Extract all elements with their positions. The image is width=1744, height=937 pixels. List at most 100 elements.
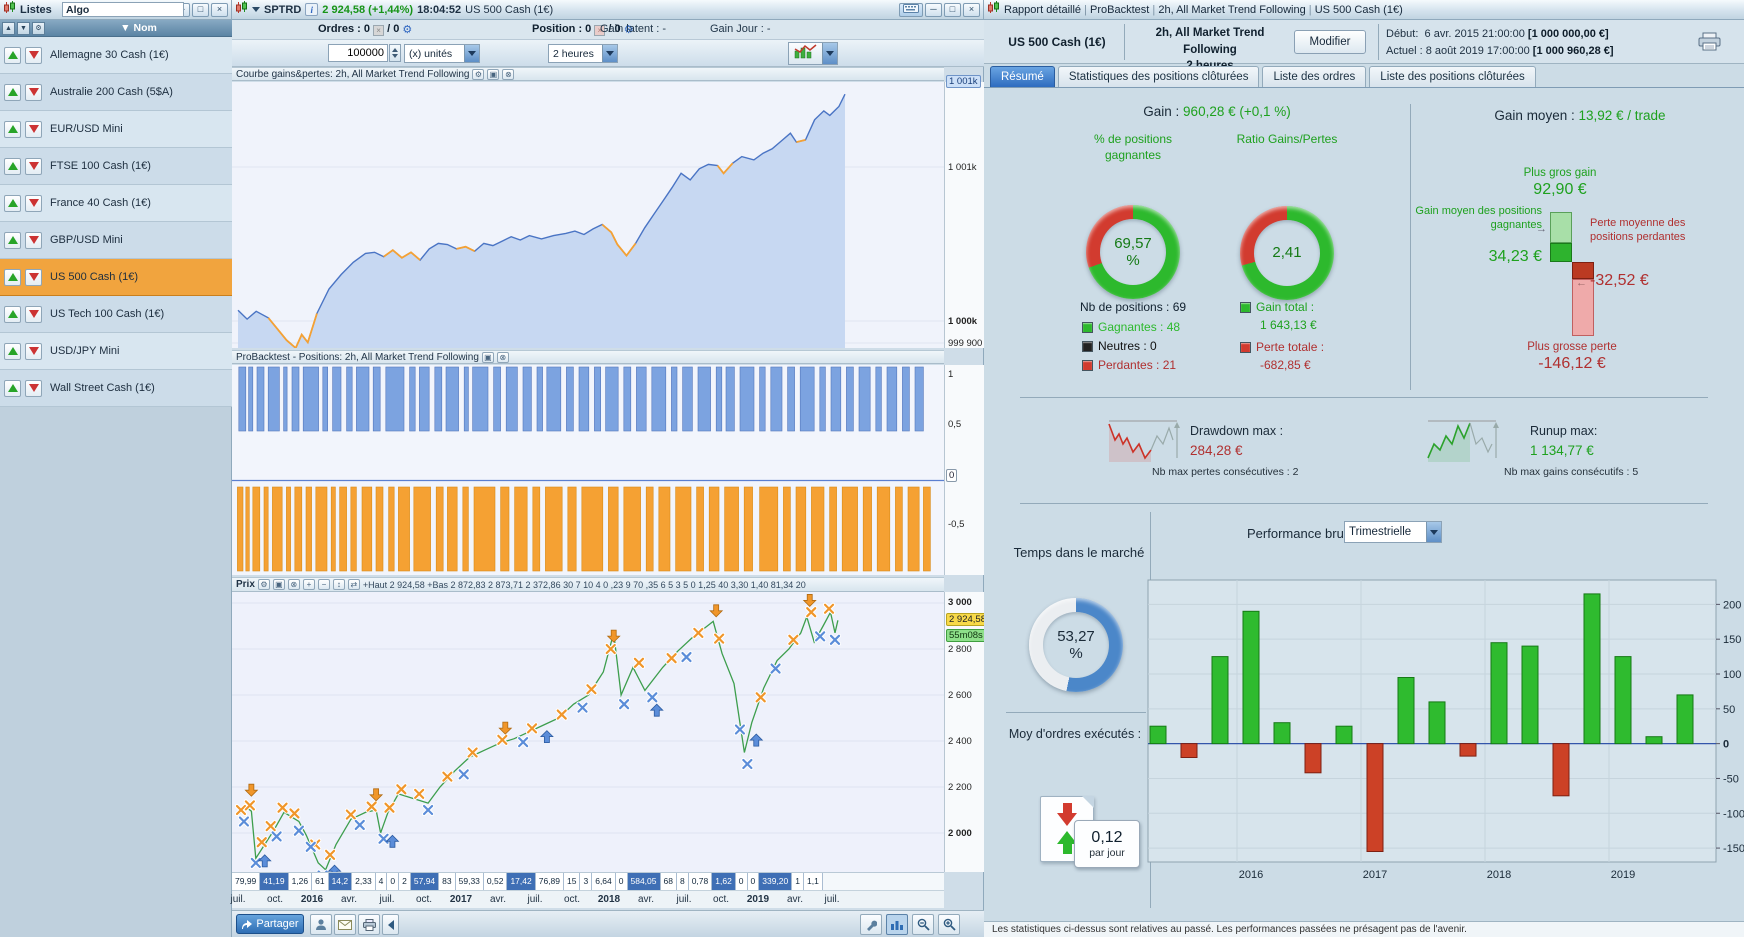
print-chart-button[interactable] bbox=[358, 914, 380, 935]
chevron-down-icon[interactable] bbox=[602, 45, 617, 62]
performance-bar-chart[interactable]: 200 150 100 50 0 -50 -100 -150 2016 2017 2018 2019 bbox=[1140, 558, 1744, 888]
timeframe-dropdown[interactable]: 2 heures bbox=[548, 44, 618, 63]
buy-icon[interactable] bbox=[4, 268, 21, 286]
sell-icon[interactable] bbox=[25, 305, 42, 323]
equity-curve-chart[interactable] bbox=[232, 82, 944, 348]
name-column-header[interactable]: ▼ Nom bbox=[120, 22, 157, 34]
tab-liste-des-ordres[interactable]: Liste des ordres bbox=[1262, 66, 1367, 87]
chevron-down-icon[interactable] bbox=[252, 7, 260, 12]
pane-close-icon[interactable]: ⊗ bbox=[287, 579, 300, 590]
buy-icon[interactable] bbox=[4, 231, 21, 249]
email-button[interactable] bbox=[334, 914, 356, 935]
buy-icon[interactable] bbox=[4, 194, 21, 212]
buy-icon[interactable] bbox=[4, 157, 21, 175]
pane-maximize-icon[interactable]: ▣ bbox=[272, 579, 285, 590]
minimize-icon[interactable]: ─ bbox=[925, 2, 942, 17]
sell-icon[interactable] bbox=[25, 342, 42, 360]
close-position-icon[interactable]: × bbox=[594, 25, 606, 36]
list-item[interactable]: EUR/USD Mini bbox=[0, 111, 232, 148]
price-chart[interactable] bbox=[232, 592, 944, 872]
chevron-down-icon[interactable] bbox=[1426, 522, 1441, 542]
pane-maximize-icon[interactable]: ▣ bbox=[487, 68, 500, 80]
keyboard-icon[interactable] bbox=[899, 2, 923, 17]
buy-icon[interactable] bbox=[4, 342, 21, 360]
list-item[interactable]: France 40 Cash (1€) bbox=[0, 185, 232, 222]
list-item[interactable]: US 500 Cash (1€) bbox=[0, 259, 232, 296]
zoom-out-button[interactable] bbox=[912, 914, 934, 935]
sell-icon[interactable] bbox=[25, 231, 42, 249]
zoom-out-icon[interactable]: − bbox=[317, 579, 330, 590]
maximize-icon[interactable]: □ bbox=[192, 2, 209, 17]
chart-tools-wrench-button[interactable] bbox=[860, 914, 882, 935]
settings-wrench-icon[interactable]: ⚙ bbox=[32, 21, 45, 35]
list-item[interactable]: Australie 200 Cash (5$A) bbox=[0, 74, 232, 111]
list-item[interactable]: Allemagne 30 Cash (1€) bbox=[0, 37, 232, 74]
orders-info-row: Ordres : 0 × / 0 ⚙ Position : 0 × / 0 ⚙ … bbox=[232, 20, 984, 40]
print-report-button[interactable] bbox=[1698, 32, 1722, 57]
unit-dropdown[interactable]: (x) unités bbox=[404, 44, 480, 63]
sell-icon[interactable] bbox=[25, 46, 42, 64]
date-axis[interactable]: juil. oct. 2016 avr. juil. oct. 2017 avr. juil. o… bbox=[230, 890, 944, 908]
chart-mode-button[interactable] bbox=[886, 914, 908, 935]
instrument-label: US 500 Cash (1€) bbox=[50, 271, 139, 283]
zoom-in-button[interactable] bbox=[938, 914, 960, 935]
invite-user-button[interactable] bbox=[310, 914, 332, 935]
sell-icon[interactable] bbox=[25, 83, 42, 101]
pane-close-icon[interactable]: ⊗ bbox=[496, 351, 509, 363]
quantity-stepper[interactable] bbox=[389, 44, 401, 62]
buy-icon[interactable] bbox=[4, 379, 21, 397]
sell-icon[interactable] bbox=[25, 120, 42, 138]
tab-r-sum-[interactable]: Résumé bbox=[990, 66, 1055, 87]
pane-settings-wrench-icon[interactable]: ⚙ bbox=[257, 579, 270, 590]
horizontal-scale-icon[interactable]: ⇄ bbox=[347, 579, 360, 590]
list-item[interactable]: USD/JPY Mini bbox=[0, 333, 232, 370]
pane-settings-wrench-icon[interactable]: ⚙ bbox=[472, 68, 485, 80]
buy-icon[interactable] bbox=[4, 305, 21, 323]
list-item[interactable]: Wall Street Cash (1€) bbox=[0, 370, 232, 407]
move-down-icon[interactable]: ▼ bbox=[17, 21, 30, 35]
tab-liste-des-positions-cl-tur-es[interactable]: Liste des positions clôturées bbox=[1369, 66, 1536, 87]
chevron-down-icon[interactable] bbox=[822, 43, 837, 64]
chart-type-button[interactable] bbox=[788, 42, 838, 65]
share-button[interactable]: Partager bbox=[236, 914, 304, 934]
perte-totale-value: -682,85 € bbox=[1260, 358, 1311, 372]
list-item[interactable]: FTSE 100 Cash (1€) bbox=[0, 148, 232, 185]
list-item[interactable]: GBP/USD Mini bbox=[0, 222, 232, 259]
sell-icon[interactable] bbox=[25, 194, 42, 212]
zoom-in-icon[interactable]: + bbox=[302, 579, 315, 590]
runup-sub: Nb max gains consécutifs : 5 bbox=[1504, 466, 1639, 478]
quantity-input[interactable] bbox=[328, 44, 388, 62]
cancel-orders-icon[interactable]: × bbox=[373, 25, 385, 36]
list-item[interactable]: US Tech 100 Cash (1€) bbox=[0, 296, 232, 333]
move-up-icon[interactable]: ▲ bbox=[2, 21, 15, 35]
buy-icon[interactable] bbox=[4, 46, 21, 64]
sell-icon[interactable] bbox=[25, 268, 42, 286]
maximize-icon[interactable]: □ bbox=[944, 2, 961, 17]
chevron-down-icon[interactable] bbox=[464, 45, 479, 62]
sell-icon[interactable] bbox=[25, 157, 42, 175]
orders-settings-gear-icon[interactable]: ⚙ bbox=[402, 24, 413, 36]
person-icon bbox=[315, 919, 326, 930]
pane-close-icon[interactable]: ⊗ bbox=[502, 68, 515, 80]
perf-period-dropdown[interactable]: Trimestrielle bbox=[1344, 521, 1442, 543]
vertical-scale-icon[interactable]: ↕ bbox=[332, 579, 345, 590]
pane-maximize-icon[interactable]: ▣ bbox=[481, 351, 494, 363]
modify-button[interactable]: Modifier bbox=[1294, 30, 1366, 54]
sell-icon[interactable] bbox=[25, 379, 42, 397]
list-name-input[interactable] bbox=[62, 2, 184, 17]
tab-statistiques-des-positions-cl-tur-es[interactable]: Statistiques des positions clôturées bbox=[1057, 66, 1260, 87]
info-icon[interactable]: i bbox=[305, 3, 319, 16]
buy-icon[interactable] bbox=[4, 83, 21, 101]
buy-icon[interactable] bbox=[4, 120, 21, 138]
position-settings-gear-icon[interactable]: ⚙ bbox=[623, 24, 634, 36]
axis-tick: 2 600 bbox=[948, 690, 972, 701]
strip-cell: 0 bbox=[747, 873, 760, 890]
red-square-icon bbox=[1082, 359, 1093, 371]
positions-timeline-chart[interactable] bbox=[232, 365, 944, 575]
close-icon[interactable]: × bbox=[963, 2, 980, 17]
close-icon[interactable]: × bbox=[211, 2, 228, 17]
instrument-label: GBP/USD Mini bbox=[50, 234, 123, 246]
chart-icon bbox=[891, 921, 903, 930]
scroll-left-icon[interactable] bbox=[382, 914, 399, 935]
position-status: Position : 0 × / 0 ⚙ bbox=[532, 23, 634, 36]
